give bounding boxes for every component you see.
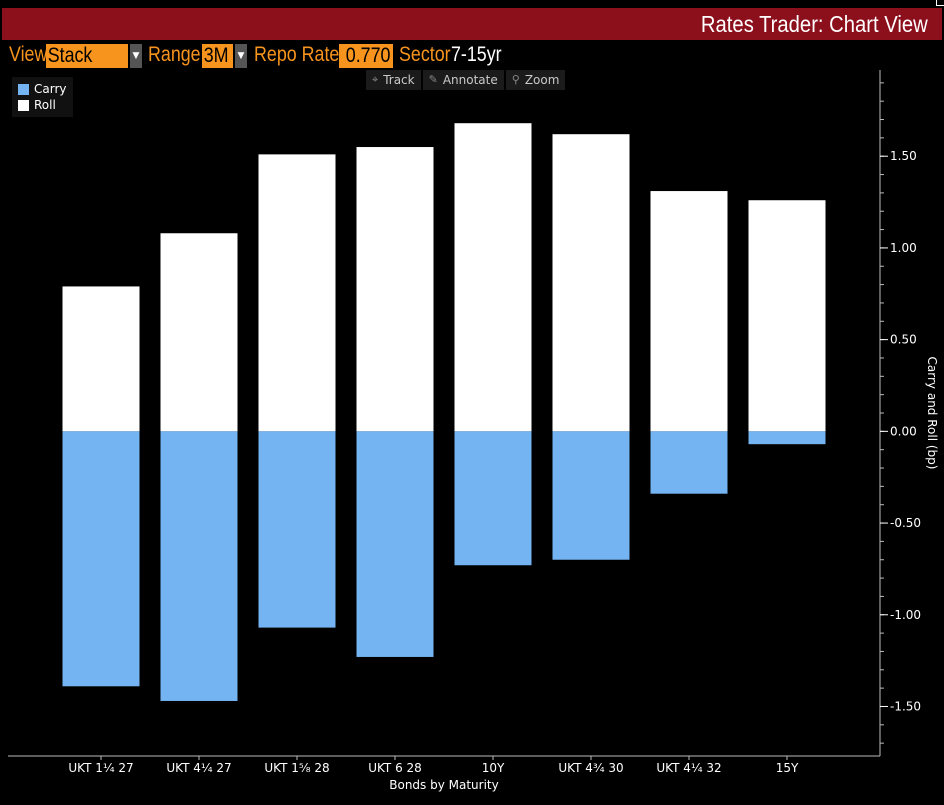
carry-bar bbox=[650, 431, 728, 494]
x-tick-label: UKT 6 28 bbox=[368, 761, 422, 775]
x-axis-label: Bonds by Maturity bbox=[389, 778, 499, 792]
sector-value[interactable]: 7-15yr bbox=[451, 43, 502, 66]
title-bar: Rates Trader: Chart View bbox=[2, 8, 942, 40]
carry-bar bbox=[356, 431, 434, 657]
view-dropdown-arrow-icon[interactable]: ▼ bbox=[130, 44, 142, 68]
carry-bar bbox=[748, 431, 826, 445]
view-select[interactable]: Stack bbox=[46, 44, 128, 68]
pencil-icon: ✎ bbox=[428, 73, 438, 86]
y-axis-label: Carry and Roll (bp) bbox=[925, 357, 939, 470]
range-value: 3M bbox=[203, 44, 229, 67]
carry-bar bbox=[258, 431, 336, 628]
repo-rate-value: 0.770 bbox=[345, 44, 391, 67]
range-dropdown-arrow-icon[interactable]: ▼ bbox=[235, 44, 247, 68]
legend-item-carry[interactable]: Carry bbox=[18, 81, 67, 97]
chart-tools: ⌖ Track ✎ Annotate ⚲ Zoom bbox=[366, 70, 566, 90]
y-tick-label: 0.50 bbox=[890, 333, 917, 347]
legend-label-carry: Carry bbox=[34, 82, 67, 96]
top-strip bbox=[0, 0, 944, 8]
x-tick-label: UKT 1¹⁄₄ 27 bbox=[68, 761, 133, 775]
range-label: Range bbox=[148, 43, 201, 66]
x-tick-label: UKT 4¹⁄₄ 32 bbox=[656, 761, 721, 775]
x-tick-label: UKT 1⁵⁄₈ 28 bbox=[264, 761, 329, 775]
annotate-label: Annotate bbox=[442, 73, 498, 87]
roll-bar bbox=[258, 154, 336, 432]
y-tick-label: 0.00 bbox=[890, 424, 917, 438]
repo-rate-input[interactable]: 0.770 bbox=[339, 44, 393, 68]
roll-swatch bbox=[18, 99, 29, 111]
zoom-button[interactable]: ⚲ Zoom bbox=[505, 70, 566, 90]
roll-bar bbox=[454, 123, 532, 432]
y-tick-label: -1.00 bbox=[890, 608, 921, 622]
carry-bar bbox=[552, 431, 630, 560]
roll-bar bbox=[62, 286, 140, 432]
carry-bar bbox=[160, 431, 238, 701]
y-tick-label: -0.50 bbox=[890, 516, 921, 530]
zoom-label: Zoom bbox=[524, 73, 560, 87]
x-tick-label: UKT 4¹⁄₄ 27 bbox=[166, 761, 231, 775]
legend-item-roll[interactable]: Roll bbox=[18, 97, 67, 113]
roll-bar bbox=[748, 200, 826, 432]
y-tick-label: 1.50 bbox=[890, 149, 917, 163]
x-tick-label: UKT 4³⁄₄ 30 bbox=[558, 761, 623, 775]
toolbar: View Stack ▼ Range 3M ▼ Repo Rate 0.770 … bbox=[0, 42, 944, 68]
sector-label: Sector bbox=[399, 43, 451, 66]
y-tick-label: -1.50 bbox=[890, 699, 921, 713]
repo-rate-label: Repo Rate bbox=[254, 43, 340, 66]
track-button[interactable]: ⌖ Track bbox=[366, 70, 421, 90]
legend-label-roll: Roll bbox=[34, 98, 56, 112]
magnifier-icon: ⚲ bbox=[511, 73, 520, 86]
window-title: Rates Trader: Chart View bbox=[701, 11, 928, 37]
roll-bar bbox=[650, 191, 728, 432]
annotate-button[interactable]: ✎ Annotate bbox=[422, 70, 504, 90]
view-value: Stack bbox=[47, 44, 93, 67]
view-label: View bbox=[9, 43, 48, 66]
carry-swatch bbox=[18, 83, 29, 95]
y-tick-label: 1.00 bbox=[890, 241, 917, 255]
window-corner bbox=[936, 0, 944, 6]
chart-legend: Carry Roll bbox=[12, 77, 73, 117]
roll-bar bbox=[552, 134, 630, 432]
x-tick-label: 15Y bbox=[776, 761, 799, 775]
roll-bar bbox=[356, 147, 434, 432]
track-label: Track bbox=[383, 73, 415, 87]
roll-bar bbox=[160, 233, 238, 432]
x-tick-label: 10Y bbox=[482, 761, 505, 775]
carry-bar bbox=[62, 431, 140, 687]
crosshair-icon: ⌖ bbox=[372, 73, 379, 86]
range-select[interactable]: 3M bbox=[202, 44, 233, 68]
carry-bar bbox=[454, 431, 532, 566]
